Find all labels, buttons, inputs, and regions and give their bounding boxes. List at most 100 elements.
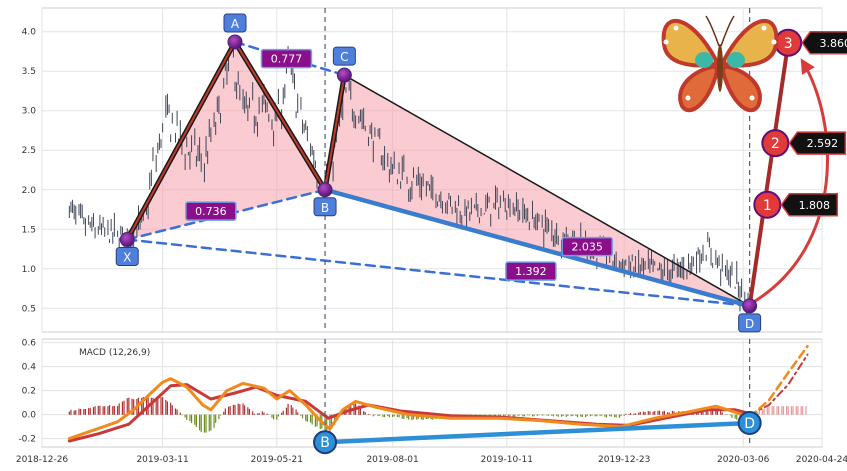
macd-hist-bar xyxy=(277,414,280,417)
macd-hist-bar xyxy=(586,414,588,416)
macd-hist-bar xyxy=(388,414,390,418)
price-grid xyxy=(41,8,823,332)
macd-hist-bar xyxy=(734,414,736,419)
macd-hist-bar xyxy=(379,414,381,416)
macd-hist-bar xyxy=(84,408,87,415)
macd-hist-bar xyxy=(575,414,577,417)
macd-hist-bar xyxy=(502,414,505,417)
macd-hist-bar xyxy=(102,406,104,415)
macd-hist-bar xyxy=(208,414,210,432)
macd-hist-bar xyxy=(657,410,659,415)
macd-divergence-label: B xyxy=(320,435,330,451)
pattern-point-box xyxy=(115,247,139,267)
macd-hist-bar xyxy=(287,403,289,415)
macd-forecast-bar xyxy=(777,406,780,415)
macd-hist-bar xyxy=(218,414,220,420)
macd-hist-bar xyxy=(377,414,379,416)
macd-hist-bar xyxy=(551,414,553,416)
macd-hist-bar xyxy=(359,407,362,415)
macd-hist-bar xyxy=(562,414,564,417)
macd-forecast-bar xyxy=(757,411,759,415)
macd-hist-bar xyxy=(391,414,394,417)
macd-hist-bar xyxy=(364,412,366,415)
macd-hist-bar xyxy=(171,405,173,415)
x-tick-label: 2020-03-06 xyxy=(717,455,770,465)
macd-hist-bar xyxy=(705,411,707,415)
macd-hist-bar xyxy=(160,397,162,415)
macd-hist-bar xyxy=(729,414,731,416)
macd-panel: -0.20.00.20.40.6 BD MACD (12,26,9) xyxy=(18,338,823,455)
ratio-line-bd xyxy=(322,187,752,309)
pattern-point-label: X xyxy=(123,251,131,265)
macd-y-axis: -0.2 0.0 0.2 0.4 0.6 xyxy=(18,339,36,445)
macd-hist-bar xyxy=(507,414,509,417)
macd-hist-bar xyxy=(517,414,519,416)
macd-hist-bar xyxy=(285,407,288,415)
macd-hist-bar xyxy=(613,414,616,418)
macd-hist-bar xyxy=(393,414,395,417)
macd-hist-bar xyxy=(531,414,534,417)
x-axis: 2018-12-26 2019-03-11 2019-05-21 2019-08-01… xyxy=(16,455,847,465)
macd-hist-bar xyxy=(662,411,664,415)
x-tick-label: 2018-12-26 xyxy=(16,455,69,465)
macd-hist-bar xyxy=(309,414,312,423)
macd-hist-bar xyxy=(498,414,500,417)
macd-hist-bar xyxy=(702,411,704,415)
macd-hist-bar xyxy=(649,411,651,415)
macd-hist-bar xyxy=(712,409,714,415)
macd-hist-bar xyxy=(256,413,259,415)
macd-hist-bar xyxy=(509,414,511,416)
macd-hist-bar xyxy=(107,406,109,415)
macd-hist-bar xyxy=(715,408,717,415)
macd-hist-bar xyxy=(720,410,722,415)
x-tick-label: 2019-03-11 xyxy=(136,455,188,465)
target-circle xyxy=(753,190,782,219)
macd-forecast-bar xyxy=(773,406,775,415)
macd-hist-bar xyxy=(652,411,654,415)
macd-hist-bar xyxy=(215,414,217,423)
macd-hist-bar xyxy=(633,413,635,415)
macd-forecast-bar xyxy=(771,406,773,415)
target-label-box xyxy=(801,31,847,55)
macd-hist-bar xyxy=(667,412,669,415)
macd-hist-bar xyxy=(219,414,222,416)
macd-forecast-bar xyxy=(782,406,785,415)
macd-divergence: BD xyxy=(313,411,762,455)
pattern-point-label: C xyxy=(340,50,348,64)
macd-hist-bar xyxy=(580,414,582,417)
macd-hist-bar xyxy=(647,411,649,415)
macd-hist-bar xyxy=(83,409,85,415)
price-y-tick-label: 3.5 xyxy=(22,67,36,77)
macd-hist-bar xyxy=(416,414,418,420)
macd-hist-bar xyxy=(367,413,370,415)
price-y-tick-label: 1.0 xyxy=(22,265,37,275)
macd-hist-bar xyxy=(170,402,172,415)
macd-hist-bar xyxy=(244,405,246,415)
price-y-tick-label: 2.0 xyxy=(22,186,37,196)
macd-hist-bar xyxy=(97,405,99,415)
macd-hist-bar xyxy=(186,414,188,420)
macd-hist-bar xyxy=(519,414,521,416)
target-circle xyxy=(761,129,790,158)
target-projection: 1 1.808 2 2.592 3 3.860 xyxy=(747,28,847,308)
macd-hist-bar xyxy=(644,412,646,415)
target-rank: 1 xyxy=(763,198,772,214)
macd-hist-bar xyxy=(494,414,497,416)
macd-hist-bar xyxy=(584,414,587,418)
macd-hist-bar xyxy=(141,397,143,415)
ratio-line-xb xyxy=(125,188,327,241)
macd-hist-bar xyxy=(700,410,702,415)
pattern-leg-cd xyxy=(343,74,751,307)
pattern-leg-core xyxy=(324,74,346,191)
macd-hist-bar xyxy=(576,414,579,418)
macd-hist-bar xyxy=(190,414,193,424)
macd-hist-bar xyxy=(387,414,389,417)
x-tick-label: 2019-08-01 xyxy=(366,455,418,465)
macd-hist-bar xyxy=(301,414,304,419)
macd-hist-bar xyxy=(179,412,181,415)
macd-divergence-line xyxy=(322,420,752,445)
macd-hist-bar xyxy=(541,414,543,416)
macd-hist-bar xyxy=(232,404,234,415)
macd-hist-bar xyxy=(88,408,90,415)
macd-hist-bar xyxy=(721,412,723,415)
